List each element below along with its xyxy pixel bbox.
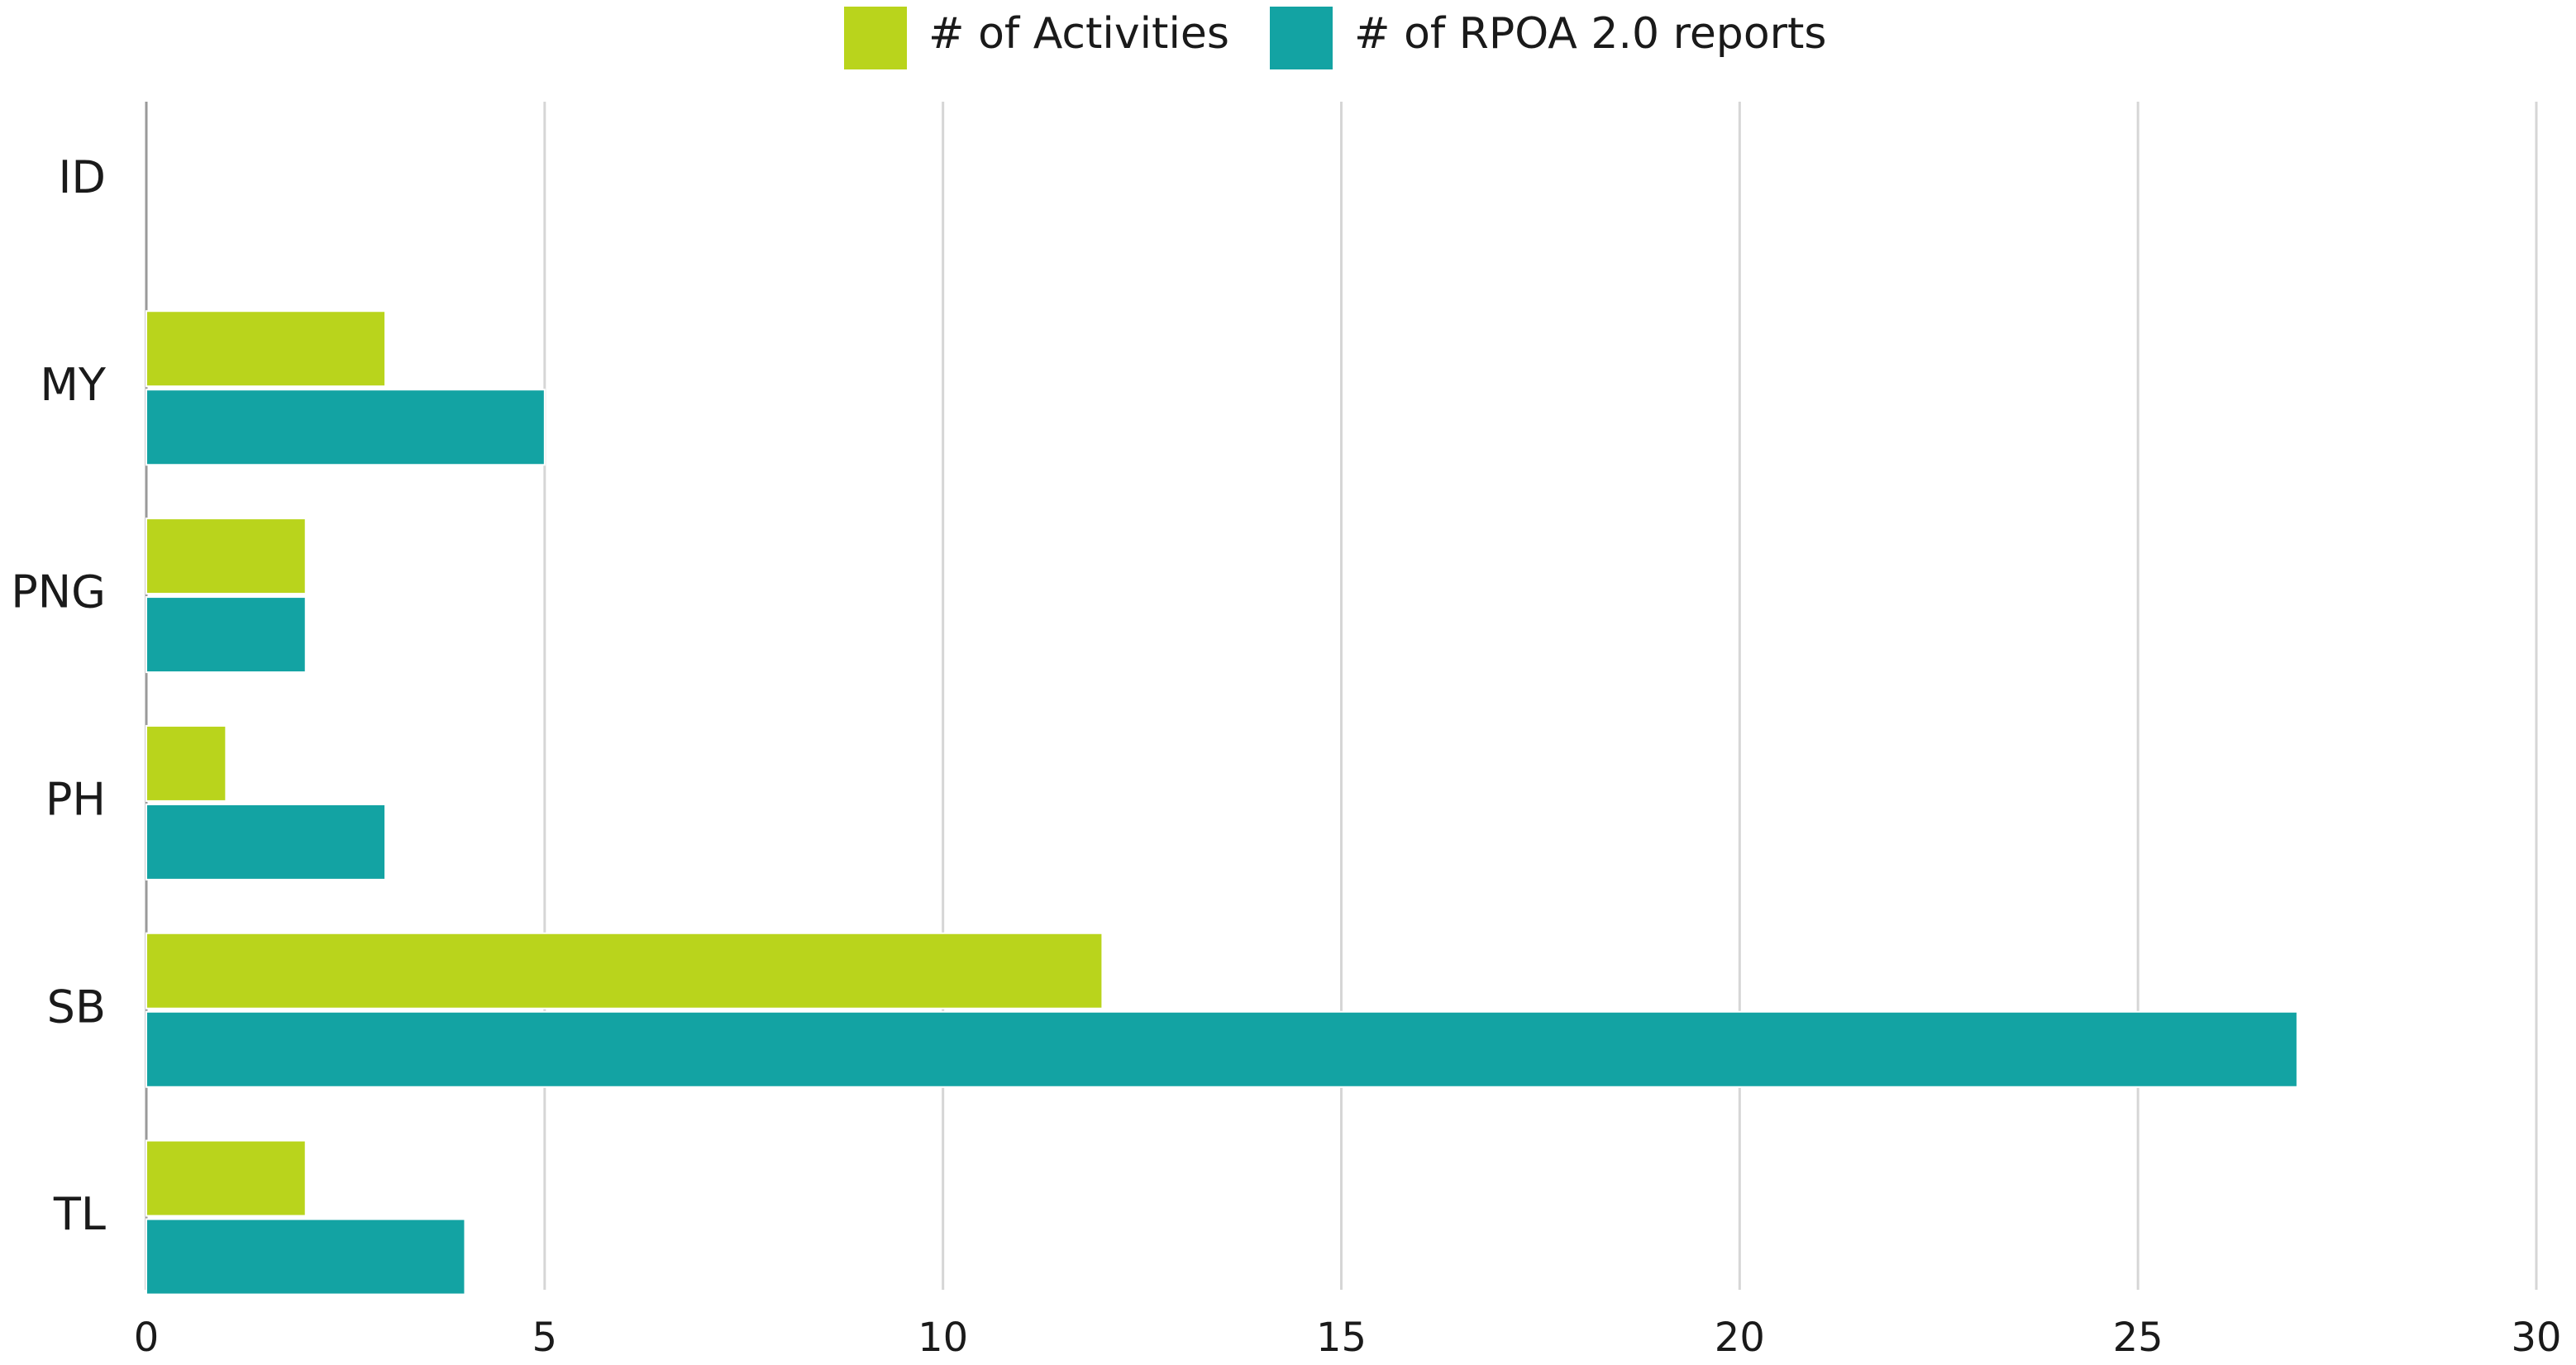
y-tick-label: TL [53, 1188, 106, 1240]
x-tick-label: 10 [918, 1315, 968, 1361]
bar [145, 518, 307, 595]
bar [145, 803, 387, 881]
bar [145, 1010, 2298, 1088]
bar [145, 932, 1104, 1009]
x-tick-label: 20 [1715, 1315, 1765, 1361]
x-tick-label: 30 [2511, 1315, 2561, 1361]
bar [145, 310, 387, 388]
legend-swatch [1270, 7, 1333, 69]
x-tick-label: 0 [134, 1315, 160, 1361]
bar [145, 389, 546, 466]
y-tick-label: SB [47, 981, 106, 1033]
y-tick-label: ID [58, 151, 106, 203]
y-tick-label: PNG [11, 566, 106, 618]
legend-label: # of RPOA 2.0 reports [1354, 9, 1827, 59]
bar [145, 1218, 466, 1296]
legend-label: # of Activities [928, 9, 1229, 59]
legend-swatch [844, 7, 907, 69]
bar [145, 1139, 307, 1217]
x-tick-label: 5 [532, 1315, 558, 1361]
bar [145, 724, 227, 802]
x-tick-label: 15 [1316, 1315, 1367, 1361]
x-tick-label: 25 [2113, 1315, 2163, 1361]
y-tick-label: PH [45, 774, 106, 826]
bar [145, 596, 307, 674]
y-tick-label: MY [40, 359, 107, 411]
